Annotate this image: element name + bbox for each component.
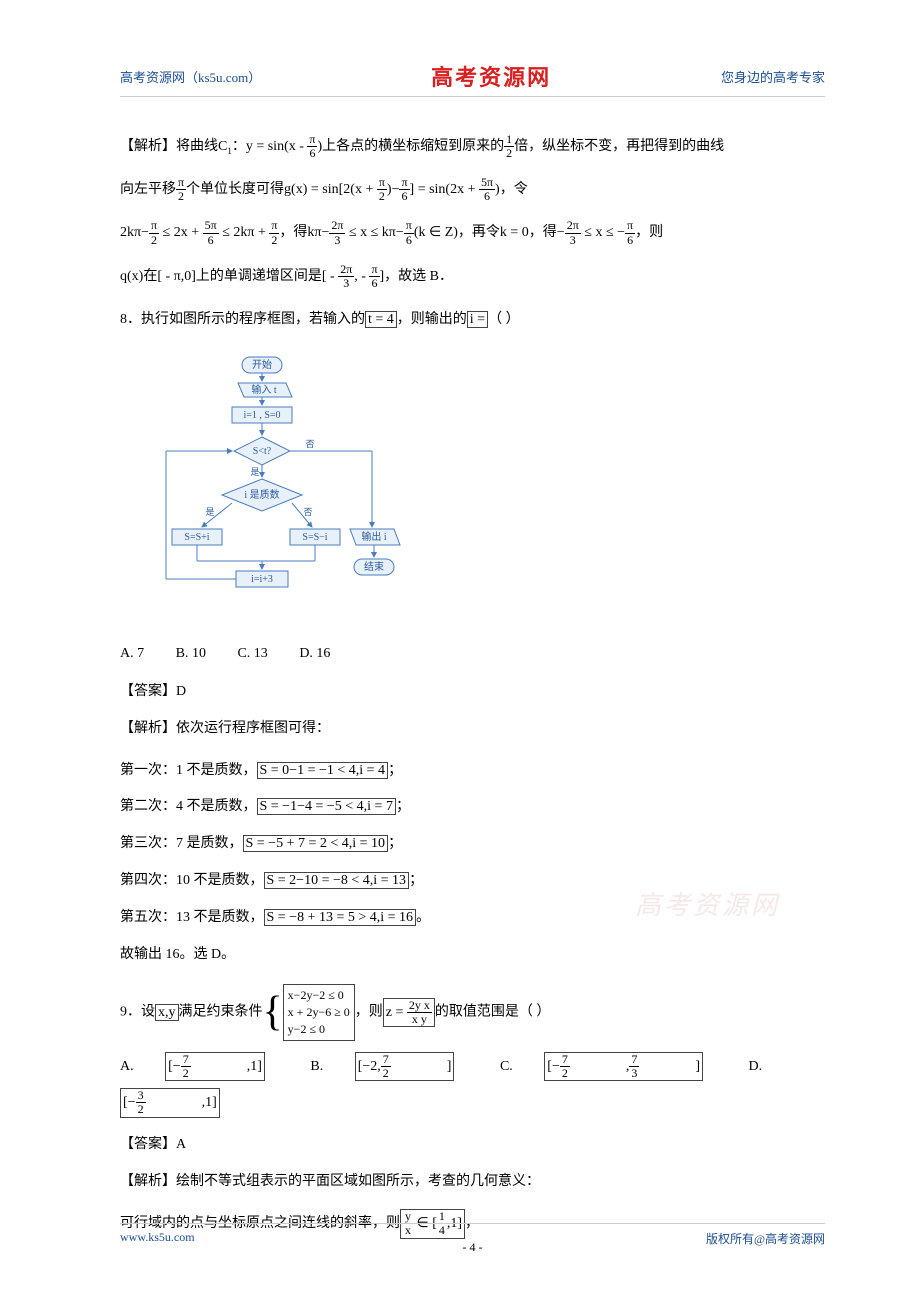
svg-text:输出 i: 输出 i: [361, 530, 386, 543]
svg-text:输入 t: 输入 t: [251, 383, 276, 396]
analysis-line-2: 向左平移π2个单位长度可得g(x) = sin[2(x + π2)−π6] = …: [120, 170, 825, 209]
footer-right: 版权所有@高考资源网: [706, 1230, 825, 1247]
svg-text:否: 否: [303, 507, 312, 517]
header-center: 高考资源网: [431, 60, 551, 92]
footer-left: www.ks5u.com: [120, 1230, 195, 1247]
svg-text:i 是质数: i 是质数: [244, 488, 279, 501]
svg-text:S=S−i: S=S−i: [302, 532, 327, 543]
analysis-line-3: 2kπ−π2 ≤ 2x + 5π6 ≤ 2kπ + π2，得kπ−2π3 ≤ x…: [120, 213, 825, 252]
q8-step2: 第二次：4 不是质数，S = −1−4 = −5 < 4,i = 7；: [120, 792, 825, 823]
q8-stem: 8．执行如图所示的程序框图，若输入的t = 4，则输出的i =（ ）: [120, 300, 825, 339]
q8-step3: 第三次：7 是质数，S = −5 + 7 = 2 < 4,i = 10；: [120, 829, 825, 860]
header-right: 您身边的高考专家: [721, 67, 825, 86]
q8-conclusion: 故输出 16。选 D。: [120, 940, 825, 971]
svg-text:是: 是: [205, 507, 214, 517]
header-left: 高考资源网（ks5u.com）: [120, 67, 261, 86]
flowchart-diagram: 开始 输入 t i=1 , S=0 S<t? 是 i 是质数 是 否 S=S+i…: [160, 355, 420, 615]
q8-step1: 第一次：1 不是质数，S = 0−1 = −1 < 4,i = 4；: [120, 756, 825, 787]
svg-text:S=S+i: S=S+i: [184, 532, 209, 543]
q8-explain: 【解析】依次运行程序框图可得：: [120, 712, 825, 746]
q9-explain: 【解析】绘制不等式组表示的平面区域如图所示，考查的几何意义：: [120, 1165, 825, 1199]
svg-text:i=1 , S=0: i=1 , S=0: [243, 410, 280, 421]
q9-stem: 9．设x,y满足约束条件{x−2y−2 ≤ 0x + 2y−6 ≥ 0y−2 ≤…: [120, 984, 825, 1040]
page-header: 高考资源网（ks5u.com） 高考资源网 您身边的高考专家: [120, 60, 825, 97]
watermark: 高考资源网: [635, 885, 780, 922]
svg-text:开始: 开始: [252, 358, 272, 371]
analysis-line-1: 【解析】将曲线C1：y = sin(x - π6)上各点的横坐标缩短到原来的12…: [120, 127, 825, 166]
footer-page-num: - 4 -: [463, 1240, 483, 1255]
page-footer: www.ks5u.com - 4 - 版权所有@高考资源网: [120, 1223, 825, 1247]
q8-answer: 【答案】D: [120, 680, 825, 700]
svg-text:结束: 结束: [364, 560, 384, 573]
q9-answer: 【答案】A: [120, 1133, 825, 1153]
q8-options: A. 7 B. 10 C. 13 D. 16: [120, 640, 825, 668]
svg-text:是: 是: [250, 467, 259, 477]
svg-text:S<t?: S<t?: [253, 446, 272, 457]
svg-text:i=i+3: i=i+3: [251, 574, 273, 585]
svg-text:否: 否: [305, 439, 314, 449]
analysis-line-4: q(x)在[ - π,0]上的单调递增区间是[ - 2π3, - π6]，故选 …: [120, 257, 825, 296]
q9-options: A. [−72,1] B. [−2,72] C. [−72,73] D. [−3…: [120, 1049, 825, 1122]
